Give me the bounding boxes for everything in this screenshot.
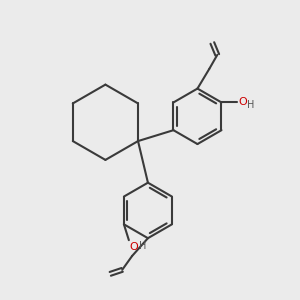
Text: O: O	[238, 98, 247, 107]
Text: H: H	[139, 241, 146, 251]
Text: H: H	[247, 100, 255, 110]
Text: O: O	[130, 242, 139, 252]
